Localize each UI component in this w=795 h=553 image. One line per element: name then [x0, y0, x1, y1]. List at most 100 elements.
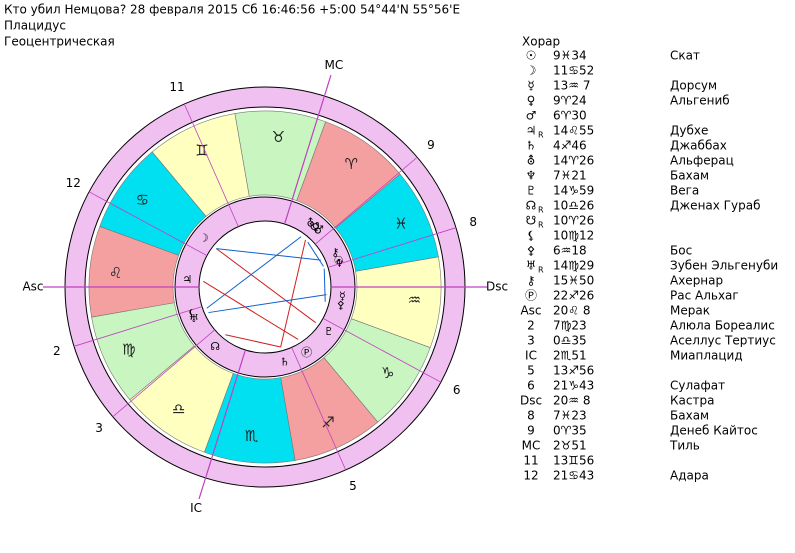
- sign-glyph: ♉: [272, 128, 285, 146]
- row-symbol: ⛢: [527, 154, 536, 168]
- row-star: Дженах Гураб: [670, 199, 760, 213]
- aspect-line: [216, 248, 316, 324]
- row-symbol: ♇: [526, 184, 537, 198]
- row-star: Сулафат: [670, 379, 725, 393]
- house-label: 11: [169, 80, 184, 94]
- row-star: Ахернар: [670, 274, 723, 288]
- aspect-line: [202, 280, 299, 340]
- row-star: Бахам: [670, 409, 709, 423]
- row-symbol: Dsc: [520, 394, 542, 408]
- row-symbol: ⚴: [527, 244, 536, 258]
- row-symbol: 9: [527, 424, 535, 438]
- planet-glyph: ☿: [339, 290, 346, 303]
- center: [198, 220, 332, 354]
- header-line: Плацидус: [4, 19, 66, 33]
- planet-glyph: ⚷: [331, 246, 339, 259]
- row-symbol: 8: [527, 409, 535, 423]
- row-position: 20♌ 8: [553, 304, 590, 318]
- planet-glyph: Ⓟ: [301, 346, 312, 359]
- row-position: 13♊56: [553, 454, 594, 468]
- planet-glyph: ♃: [182, 273, 192, 286]
- planet-glyph: ♂: [314, 224, 324, 237]
- row-position: 7♓23: [553, 409, 587, 423]
- row-symbol: ☿: [527, 79, 534, 93]
- row-symbol: 3: [527, 334, 535, 348]
- table: ☉ 9♓34 Скат ☽ 11♋52 ☿ 13♒ 7 Дорсум ♀ 9♈24 Альгениб…: [520, 49, 778, 483]
- header-line: Геоцентрическая: [4, 35, 115, 49]
- row-symbol: ♅: [526, 259, 537, 273]
- row-position: 14♈26: [553, 154, 594, 168]
- aspect-line: [208, 294, 327, 314]
- row-position: 2♉51: [553, 439, 587, 453]
- sign-glyph: ♐: [321, 414, 334, 432]
- house-label: 9: [427, 138, 435, 152]
- sign-glyph: ♊: [195, 141, 208, 159]
- wheel: ♈ ♉ ♊ ♋ ♌ ♍ ♎ ♏ ♐ ♑ ♒ ♓ Asc 2 3 IC 5 6 Dsc 8 9 MC 11 12 ☉ ☽ ☿ ♀♂ ♃ ♄ ⛢…: [22, 58, 508, 515]
- house-label: MC: [325, 58, 344, 72]
- row-symbol: ☽: [526, 64, 537, 78]
- row-star: Зубен Эльгенуби: [670, 259, 778, 273]
- planet-glyph: ♆: [335, 257, 345, 270]
- planet-glyph: ♄: [280, 355, 290, 368]
- row-position: 13♐56: [553, 364, 594, 378]
- sign-glyph: ♎: [172, 400, 185, 418]
- row-star: Джаббах: [670, 139, 727, 153]
- row-symbol: ⚸: [527, 229, 536, 243]
- house-cusp: [322, 318, 442, 383]
- header-line: Кто убил Немцова? 28 февраля 2015 Сб 16:…: [4, 3, 460, 17]
- row-position: 7♍23: [553, 319, 587, 333]
- row-star: Адара: [670, 469, 709, 483]
- planet-glyph: ☊: [210, 340, 220, 353]
- house-cusp: [284, 74, 332, 225]
- row-position: 10♍12: [553, 229, 594, 243]
- row-star: Рас Альхаг: [670, 289, 739, 303]
- row-symbol: Asc: [520, 304, 541, 318]
- row-position: 9♈24: [553, 94, 587, 108]
- row-star: Бахам: [670, 169, 709, 183]
- house-cusp: [112, 329, 216, 418]
- row-position: 22♐26: [553, 289, 594, 303]
- house-cusp: [183, 103, 239, 227]
- house-cusp: [314, 156, 418, 245]
- row-position: 14♌55: [553, 124, 594, 138]
- row-star: Тиль: [669, 439, 700, 453]
- planet-glyph: ⚴: [337, 299, 345, 312]
- row-position: 0♈35: [553, 424, 587, 438]
- row-position: 13♒ 7: [553, 79, 590, 93]
- row-star: Дорсум: [670, 79, 717, 93]
- sign-glyph: ♈: [345, 155, 358, 173]
- row-symbol: 6: [527, 379, 535, 393]
- house-cusp: [327, 227, 457, 268]
- aspect-line: [323, 268, 326, 302]
- row-position: 21♋43: [553, 469, 594, 483]
- row-star: Вега: [670, 184, 699, 198]
- row-symbol: Ⓟ: [525, 289, 537, 303]
- sign-glyph: ♓: [394, 214, 407, 232]
- row-symbol: ♀: [527, 94, 536, 108]
- planet-glyph: ♀: [312, 221, 320, 234]
- row-retro: R: [538, 206, 544, 215]
- row-symbol: 11: [523, 454, 538, 468]
- planet-glyph: ♅: [189, 312, 199, 325]
- row-symbol: ☉: [526, 49, 537, 63]
- planet-glyph: ☋: [310, 220, 320, 233]
- row-star: Мерак: [670, 304, 710, 318]
- row-star: Кастра: [670, 394, 714, 408]
- house-label: 12: [66, 176, 81, 190]
- row-star: Миаплацид: [670, 349, 743, 363]
- row-position: 7♓21: [553, 169, 587, 183]
- row-position: 14♍29: [553, 259, 594, 273]
- row-symbol: 2: [527, 319, 535, 333]
- sign-glyph: ♑: [381, 364, 394, 382]
- row-star: Аселлус Тертиус: [670, 334, 776, 348]
- house-cusp: [198, 349, 246, 500]
- house-label: Asc: [22, 280, 43, 294]
- house-label: 5: [349, 479, 357, 493]
- row-symbol: 12: [523, 469, 538, 483]
- house-cusp: [88, 191, 208, 256]
- row-symbol: MC: [522, 439, 541, 453]
- row-star: Бос: [670, 244, 692, 258]
- row-position: 9♓34: [553, 49, 587, 63]
- aspect-line: [225, 334, 281, 348]
